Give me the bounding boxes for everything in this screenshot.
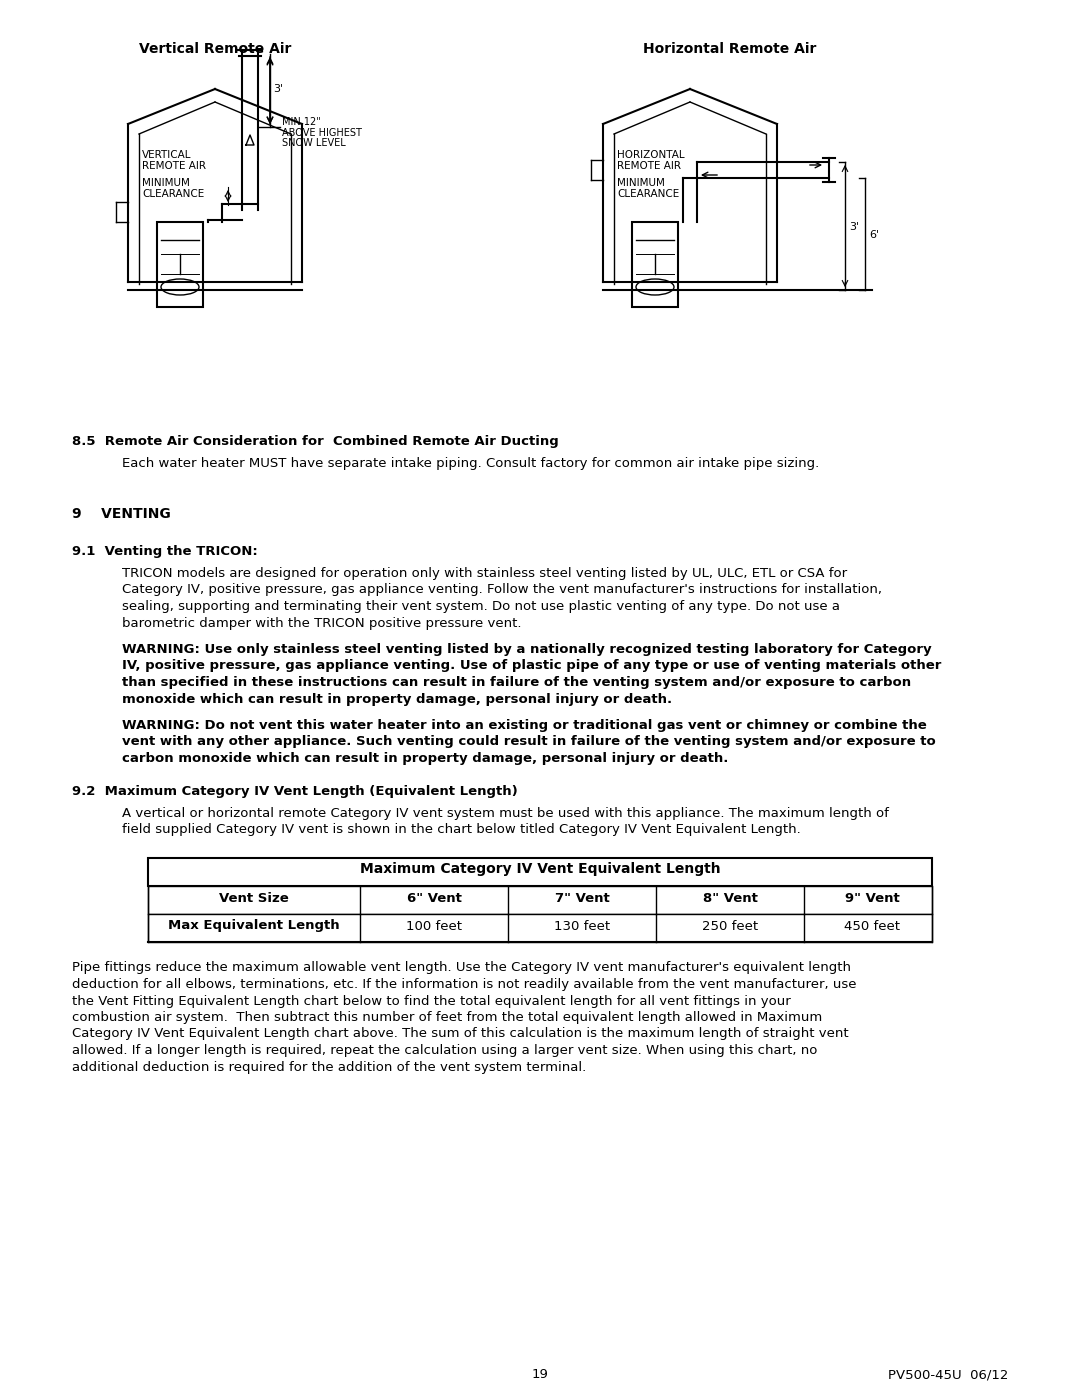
Text: MINIMUM: MINIMUM [141, 177, 190, 189]
Ellipse shape [161, 279, 199, 295]
Text: IV, positive pressure, gas appliance venting. Use of plastic pipe of any type or: IV, positive pressure, gas appliance ven… [122, 659, 942, 672]
Text: Category IV, positive pressure, gas appliance venting. Follow the vent manufactu: Category IV, positive pressure, gas appl… [122, 584, 882, 597]
Text: Pipe fittings reduce the maximum allowable vent length. Use the Category IV vent: Pipe fittings reduce the maximum allowab… [72, 961, 851, 975]
Text: the Vent Fitting Equivalent Length chart below to find the total equivalent leng: the Vent Fitting Equivalent Length chart… [72, 995, 791, 1007]
Text: combustion air system.  Then subtract this number of feet from the total equival: combustion air system. Then subtract thi… [72, 1011, 822, 1024]
Bar [632, 222, 678, 307]
Text: Each water heater MUST have separate intake piping. Consult factory for common a: Each water heater MUST have separate int… [122, 457, 820, 469]
Ellipse shape [636, 279, 674, 295]
Text: monoxide which can result in property damage, personal injury or death.: monoxide which can result in property da… [122, 693, 672, 705]
Text: Max Equivalent Length: Max Equivalent Length [168, 919, 340, 933]
Text: 8" Vent: 8" Vent [703, 891, 757, 904]
Text: 450 feet: 450 feet [843, 919, 900, 933]
Text: 100 feet: 100 feet [406, 919, 462, 933]
Text: MINIMUM: MINIMUM [617, 177, 665, 189]
Text: 9.2  Maximum Category IV Vent Length (Equivalent Length): 9.2 Maximum Category IV Vent Length (Equ… [72, 785, 517, 798]
Text: A vertical or horizontal remote Category IV vent system must be used with this a: A vertical or horizontal remote Category… [122, 806, 889, 820]
Text: than specified in these instructions can result in failure of the venting system: than specified in these instructions can… [122, 676, 912, 689]
Text: Category IV Vent Equivalent Length chart above. The sum of this calculation is t: Category IV Vent Equivalent Length chart… [72, 1028, 849, 1041]
Text: CLEARANCE: CLEARANCE [617, 189, 679, 198]
Text: additional deduction is required for the addition of the vent system terminal.: additional deduction is required for the… [72, 1060, 586, 1073]
Text: ABOVE HIGHEST: ABOVE HIGHEST [282, 129, 362, 138]
Text: Vent Size: Vent Size [219, 891, 288, 904]
Text: 8.5  Remote Air Consideration for  Combined Remote Air Ducting: 8.5 Remote Air Consideration for Combine… [72, 434, 558, 448]
Text: Vertical Remote Air: Vertical Remote Air [139, 42, 292, 56]
Text: 9    VENTING: 9 VENTING [72, 507, 171, 521]
Text: deduction for all elbows, terminations, etc. If the information is not readily a: deduction for all elbows, terminations, … [72, 978, 856, 990]
Text: 3': 3' [273, 84, 283, 94]
Text: vent with any other appliance. Such venting could result in failure of the venti: vent with any other appliance. Such vent… [122, 735, 935, 749]
Text: Horizontal Remote Air: Horizontal Remote Air [644, 42, 816, 56]
Text: 3': 3' [849, 222, 859, 232]
Text: field supplied Category IV vent is shown in the chart below titled Category IV V: field supplied Category IV vent is shown… [122, 823, 800, 835]
Text: SNOW LEVEL: SNOW LEVEL [282, 138, 346, 148]
Bar [157, 222, 203, 307]
Text: 7" Vent: 7" Vent [555, 891, 609, 904]
Bar [148, 858, 932, 886]
Text: 9" Vent: 9" Vent [845, 891, 900, 904]
Text: Maximum Category IV Vent Equivalent Length: Maximum Category IV Vent Equivalent Leng… [360, 862, 720, 876]
Text: 19: 19 [531, 1368, 549, 1382]
Bar [148, 914, 932, 942]
Text: REMOTE AIR: REMOTE AIR [617, 161, 681, 170]
Text: WARNING: Do not vent this water heater into an existing or traditional gas vent : WARNING: Do not vent this water heater i… [122, 719, 927, 732]
Text: sealing, supporting and terminating their vent system. Do not use plastic ventin: sealing, supporting and terminating thei… [122, 599, 840, 613]
Text: barometric damper with the TRICON positive pressure vent.: barometric damper with the TRICON positi… [122, 616, 522, 630]
Text: REMOTE AIR: REMOTE AIR [141, 161, 206, 170]
Text: MIN 12": MIN 12" [282, 117, 321, 127]
Text: 9.1  Venting the TRICON:: 9.1 Venting the TRICON: [72, 545, 258, 557]
Bar [148, 886, 932, 914]
Text: carbon monoxide which can result in property damage, personal injury or death.: carbon monoxide which can result in prop… [122, 752, 728, 766]
Text: CLEARANCE: CLEARANCE [141, 189, 204, 198]
Text: HORIZONTAL: HORIZONTAL [617, 149, 685, 161]
Text: 6': 6' [869, 231, 879, 240]
Text: TRICON models are designed for operation only with stainless steel venting liste: TRICON models are designed for operation… [122, 567, 847, 580]
Text: 6" Vent: 6" Vent [406, 891, 461, 904]
Text: allowed. If a longer length is required, repeat the calculation using a larger v: allowed. If a longer length is required,… [72, 1044, 818, 1058]
Text: WARNING: Use only stainless steel venting listed by a nationally recognized test: WARNING: Use only stainless steel ventin… [122, 643, 932, 657]
Text: PV500-45U  06/12: PV500-45U 06/12 [888, 1368, 1008, 1382]
Text: 250 feet: 250 feet [702, 919, 758, 933]
Text: 130 feet: 130 feet [554, 919, 610, 933]
Text: VERTICAL: VERTICAL [141, 149, 191, 161]
